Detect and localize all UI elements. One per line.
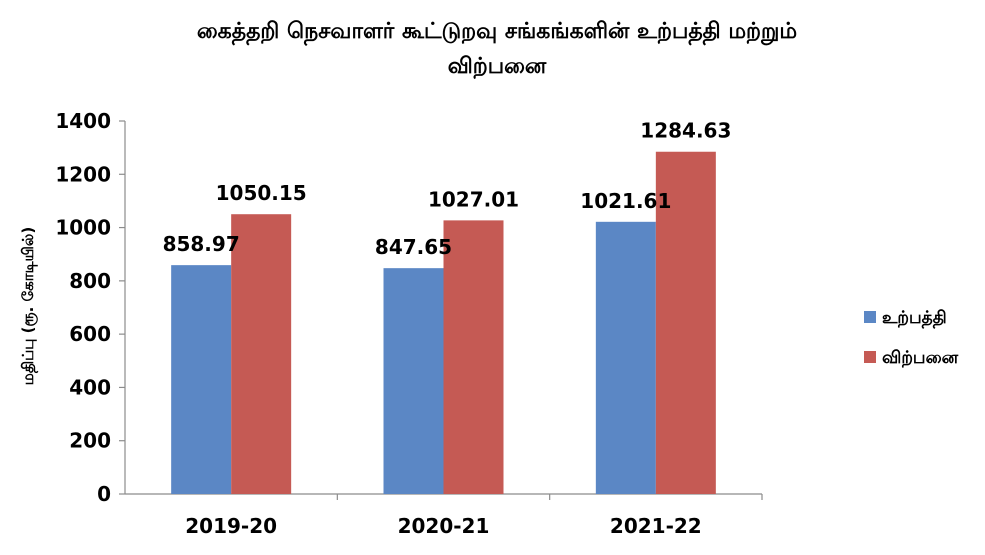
- y-tick-label: 200: [69, 429, 111, 453]
- bar-production: [383, 268, 444, 494]
- x-tick-label: 2019-20: [185, 514, 277, 538]
- data-label: 1050.15: [216, 181, 307, 205]
- chart-title-line-1: கைத்தறி நெசவாளர் கூட்டுறவு சங்கங்களின் உ…: [197, 19, 797, 46]
- legend-label-sales: விற்பனை: [882, 348, 959, 368]
- y-tick-label: 1200: [55, 162, 111, 186]
- y-tick-label: 600: [69, 322, 111, 346]
- data-labels: 858.97 1050.15 847.65 1027.01 1021.61 1284.63: [163, 119, 732, 259]
- data-label: 847.65: [375, 235, 452, 259]
- bar-sales: [655, 151, 716, 495]
- legend: உற்பத்தி விற்பனை: [864, 308, 959, 368]
- y-tick-label: 1400: [55, 109, 111, 133]
- legend-label-production: உற்பத்தி: [882, 308, 947, 328]
- data-label: 858.97: [163, 232, 240, 256]
- bars: [171, 151, 716, 495]
- y-tick-label: 400: [69, 375, 111, 399]
- y-axis-label: மதிப்பு (ரூ. கோடியில்): [19, 227, 38, 385]
- x-tick-label: 2020-21: [398, 514, 490, 538]
- legend-swatch-sales: [864, 351, 876, 363]
- y-tick-label: 0: [97, 482, 111, 506]
- data-label: 1284.63: [640, 119, 731, 143]
- bar-sales: [231, 214, 292, 495]
- data-label: 1021.61: [580, 189, 671, 213]
- bar-production: [595, 221, 656, 494]
- bar-sales: [443, 220, 504, 495]
- x-tick-label: 2021-22: [610, 514, 702, 538]
- bar-production: [171, 265, 232, 494]
- legend-swatch-production: [864, 311, 876, 323]
- data-label: 1027.01: [428, 187, 519, 211]
- y-tick-label: 800: [69, 269, 111, 293]
- chart-title-line-2: விற்பனை: [448, 54, 547, 79]
- tick-labels: 0 200 400 600 800 1000 1200 1400 2019-20 2020-21 2…: [55, 109, 701, 538]
- y-tick-label: 1000: [55, 216, 111, 240]
